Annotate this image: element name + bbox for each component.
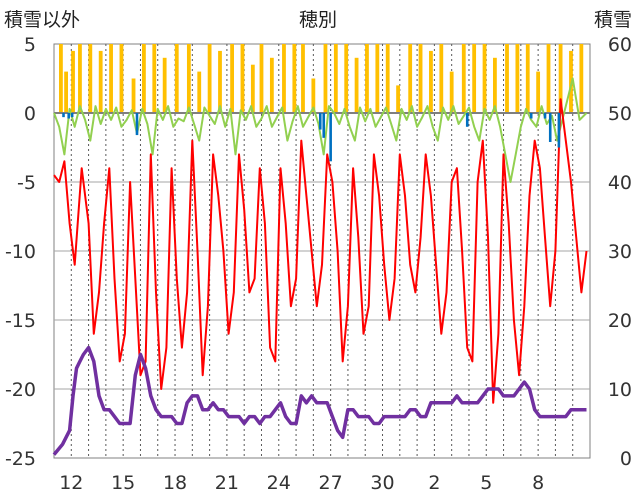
precip-bar bbox=[64, 71, 69, 113]
blue-bar bbox=[465, 113, 469, 127]
blue-bar bbox=[329, 113, 332, 162]
blue-bar bbox=[557, 113, 561, 148]
right-tick-label: 50 bbox=[608, 103, 632, 125]
right-axis-tick-labels: 60 50 40 30 20 10 0 bbox=[608, 34, 632, 470]
blue-bar bbox=[543, 113, 547, 119]
right-axis-label: 積雪 bbox=[594, 9, 632, 31]
left-tick-label: -10 bbox=[5, 241, 36, 263]
blue-bar bbox=[135, 113, 139, 136]
wind-line bbox=[53, 77, 588, 183]
precip-bar bbox=[558, 44, 563, 113]
precip-bar bbox=[230, 44, 234, 113]
precip-bar bbox=[71, 50, 75, 113]
precip-bar bbox=[449, 71, 454, 113]
precip-bar bbox=[385, 44, 390, 113]
right-tick-label: 20 bbox=[608, 310, 632, 332]
blue-bar bbox=[62, 113, 65, 118]
precip-bar bbox=[323, 44, 328, 113]
precip-bar bbox=[546, 44, 551, 113]
chart-title: 穂別 bbox=[299, 9, 337, 31]
precip-bar bbox=[174, 44, 179, 113]
left-tick-label: -15 bbox=[5, 310, 36, 332]
precip-bar bbox=[515, 44, 520, 113]
precip-bar bbox=[78, 44, 82, 113]
right-tick-label: 0 bbox=[620, 448, 632, 470]
precip-bar bbox=[162, 57, 167, 113]
x-tick-label: 2 bbox=[428, 472, 440, 494]
blue-bars bbox=[62, 113, 561, 162]
precip-bar bbox=[536, 71, 541, 113]
x-tick-label: 30 bbox=[370, 472, 394, 494]
right-tick-label: 40 bbox=[608, 172, 632, 194]
blue-bar bbox=[67, 113, 70, 119]
precip-bar bbox=[282, 44, 286, 113]
precip-bar bbox=[493, 57, 497, 113]
precip-bar bbox=[418, 44, 423, 113]
blue-bar bbox=[529, 113, 533, 119]
precip-bar bbox=[119, 44, 124, 113]
left-axis-tick-labels: 5 0 -5 -10 -15 -20 -25 bbox=[5, 34, 36, 470]
snow_depth-line bbox=[52, 345, 587, 456]
right-tick-label: 30 bbox=[608, 241, 632, 263]
blue-bar bbox=[322, 113, 326, 138]
precip-bar bbox=[333, 44, 338, 113]
blue-bar bbox=[548, 113, 552, 142]
precip-bar bbox=[354, 57, 359, 113]
left-tick-label: -25 bbox=[5, 448, 36, 470]
x-tick-label: 18 bbox=[163, 472, 187, 494]
left-tick-label: 5 bbox=[24, 34, 36, 56]
precip-bar bbox=[109, 44, 113, 113]
precip-bar bbox=[131, 78, 136, 113]
precip-bar bbox=[292, 44, 297, 113]
precip-bar bbox=[152, 44, 157, 113]
precip-bar bbox=[301, 44, 305, 113]
precip-bar bbox=[505, 44, 509, 113]
blue-bar bbox=[70, 113, 74, 118]
precip-bar bbox=[59, 44, 63, 113]
temperature-line bbox=[53, 98, 588, 404]
x-tick-label: 15 bbox=[111, 472, 135, 494]
precip-bar bbox=[461, 44, 466, 113]
precip-bar bbox=[396, 85, 400, 113]
x-tick-label: 27 bbox=[319, 472, 343, 494]
precip-bar bbox=[259, 44, 264, 113]
precip-bar bbox=[472, 44, 477, 113]
precip-bar bbox=[482, 44, 487, 113]
precip-bar bbox=[240, 44, 245, 113]
blue-bar bbox=[318, 113, 322, 130]
precip-bar bbox=[142, 44, 146, 113]
precip-bar bbox=[269, 57, 274, 113]
right-tick-label: 10 bbox=[608, 379, 632, 401]
precip-bar bbox=[197, 71, 202, 113]
series-lines bbox=[52, 77, 588, 456]
left-tick-label: -20 bbox=[5, 379, 36, 401]
x-tick-label: 5 bbox=[480, 472, 492, 494]
precip-bar bbox=[186, 44, 191, 113]
x-tick-label: 24 bbox=[267, 472, 291, 494]
left-tick-label: -5 bbox=[17, 172, 36, 194]
precip-bar bbox=[429, 50, 433, 113]
left-axis-label: 積雪以外 bbox=[4, 9, 80, 31]
precip-bar bbox=[98, 50, 103, 113]
precip-bar bbox=[88, 44, 93, 113]
x-tick-label: 8 bbox=[532, 472, 544, 494]
x-axis-tick-labels: 12 15 18 21 24 27 30 2 5 8 bbox=[59, 472, 544, 494]
precip-bar bbox=[218, 50, 222, 113]
x-tick-label: 12 bbox=[59, 472, 83, 494]
precip-bar bbox=[525, 44, 530, 113]
precip-bar bbox=[375, 44, 380, 113]
x-tick-label: 21 bbox=[215, 472, 239, 494]
precip-bar bbox=[207, 44, 212, 113]
precip-bar bbox=[250, 64, 255, 113]
precip-bar bbox=[344, 44, 349, 113]
right-tick-label: 60 bbox=[608, 34, 632, 56]
left-tick-label: 0 bbox=[24, 103, 36, 125]
precip-bar bbox=[579, 44, 584, 113]
precip-bar bbox=[311, 78, 316, 113]
precip-bar bbox=[408, 44, 413, 113]
precip-bar bbox=[439, 44, 444, 113]
precip-bar bbox=[365, 44, 369, 113]
